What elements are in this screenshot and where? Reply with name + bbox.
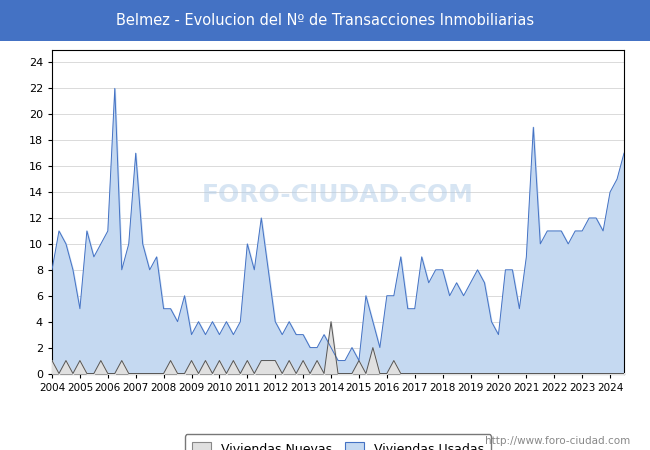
Text: FORO-CIUDAD.COM: FORO-CIUDAD.COM bbox=[202, 183, 474, 207]
Text: Belmez - Evolucion del Nº de Transacciones Inmobiliarias: Belmez - Evolucion del Nº de Transaccion… bbox=[116, 13, 534, 28]
Legend: Viviendas Nuevas, Viviendas Usadas: Viviendas Nuevas, Viviendas Usadas bbox=[185, 434, 491, 450]
Text: http://www.foro-ciudad.com: http://www.foro-ciudad.com bbox=[486, 436, 630, 446]
